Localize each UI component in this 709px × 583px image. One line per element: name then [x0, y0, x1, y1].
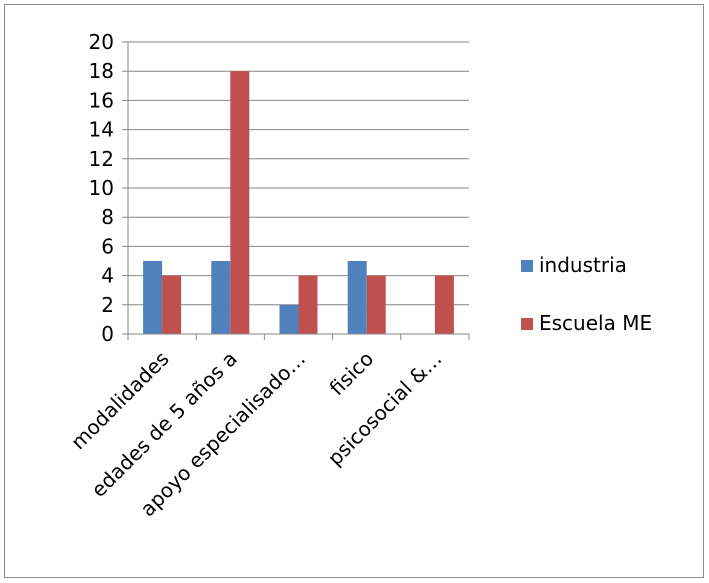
gridlines	[128, 41, 469, 306]
bar-series2	[162, 275, 182, 334]
bar-series1	[211, 261, 231, 334]
y-tick-label: 2	[101, 293, 114, 317]
bar-series2	[434, 275, 454, 334]
legend-label: Escuela ME	[539, 311, 652, 335]
legend-label: industria	[539, 253, 627, 277]
legend: industria Escuela ME	[521, 253, 652, 335]
bar-series2	[230, 71, 250, 334]
bar-series1	[143, 261, 163, 334]
bar-series1	[347, 261, 367, 334]
y-tick-label: 4	[101, 264, 114, 288]
y-tick-label: 6	[101, 234, 114, 258]
y-tick-label: 12	[89, 147, 114, 171]
y-tick-label: 14	[89, 118, 114, 142]
bar-series1	[279, 304, 299, 334]
y-tick-label: 0	[101, 322, 114, 346]
x-category-label: psicosocial &…	[323, 347, 447, 471]
y-tick-label: 8	[101, 205, 114, 229]
y-tick-labels: 0 2 4 6 8 10 12 14 16 18 20	[89, 30, 114, 346]
bar-series2	[298, 275, 318, 334]
y-tick-label: 10	[89, 176, 114, 200]
x-category-label: fisico	[325, 347, 379, 401]
legend-swatch	[521, 318, 533, 330]
y-tick-label: 16	[89, 88, 114, 112]
y-tick-label: 18	[89, 59, 114, 83]
y-tick-label: 20	[89, 30, 114, 54]
bars	[143, 71, 454, 334]
legend-swatch	[521, 260, 533, 272]
axes	[122, 41, 470, 340]
bar-series2	[366, 275, 386, 334]
